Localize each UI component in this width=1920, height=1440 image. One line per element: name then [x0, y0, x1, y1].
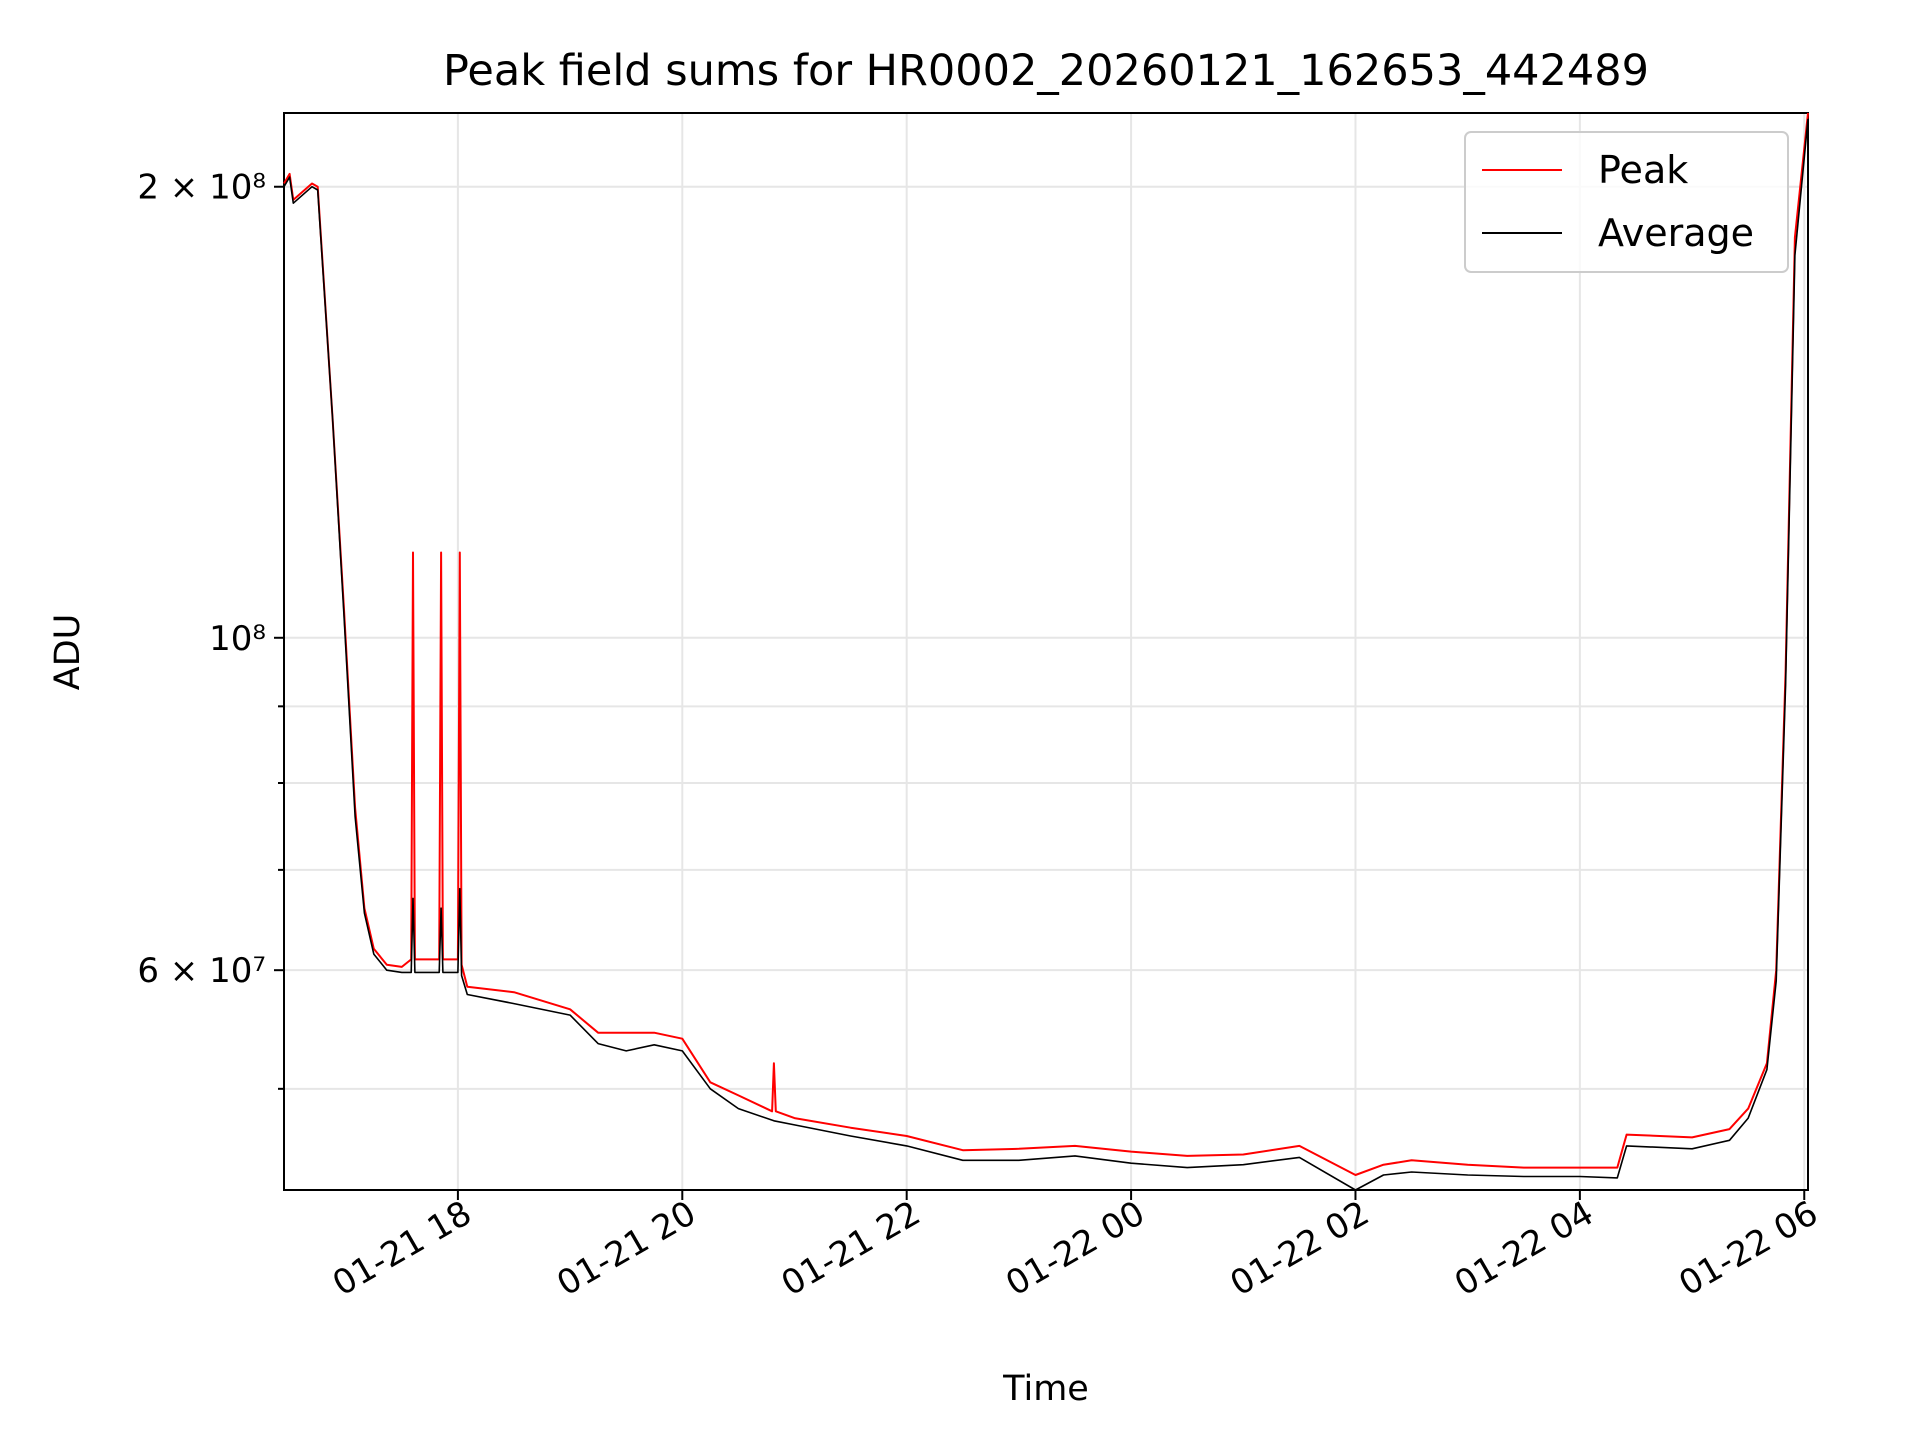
peak-series-line	[283, 112, 1809, 1176]
x-axis-label: Time	[1002, 1369, 1089, 1409]
legend-frame	[1464, 131, 1789, 273]
plot-area	[283, 112, 1809, 1191]
y-tick-label: 6 × 10⁷	[137, 951, 266, 991]
y-tick-label: 2 × 10⁸	[137, 168, 266, 208]
legend-average-label: Average	[1598, 211, 1754, 255]
chart-title: Peak field sums for HR0002_20260121_1626…	[443, 46, 1649, 96]
legend-peak-label: Peak	[1598, 148, 1688, 192]
series-layer	[283, 112, 1809, 1191]
y-tick-label: 10⁸	[209, 619, 266, 659]
y-axis-label: ADU	[48, 614, 88, 691]
legend: Peak Average	[1464, 131, 1789, 273]
average-series-line	[283, 118, 1809, 1191]
